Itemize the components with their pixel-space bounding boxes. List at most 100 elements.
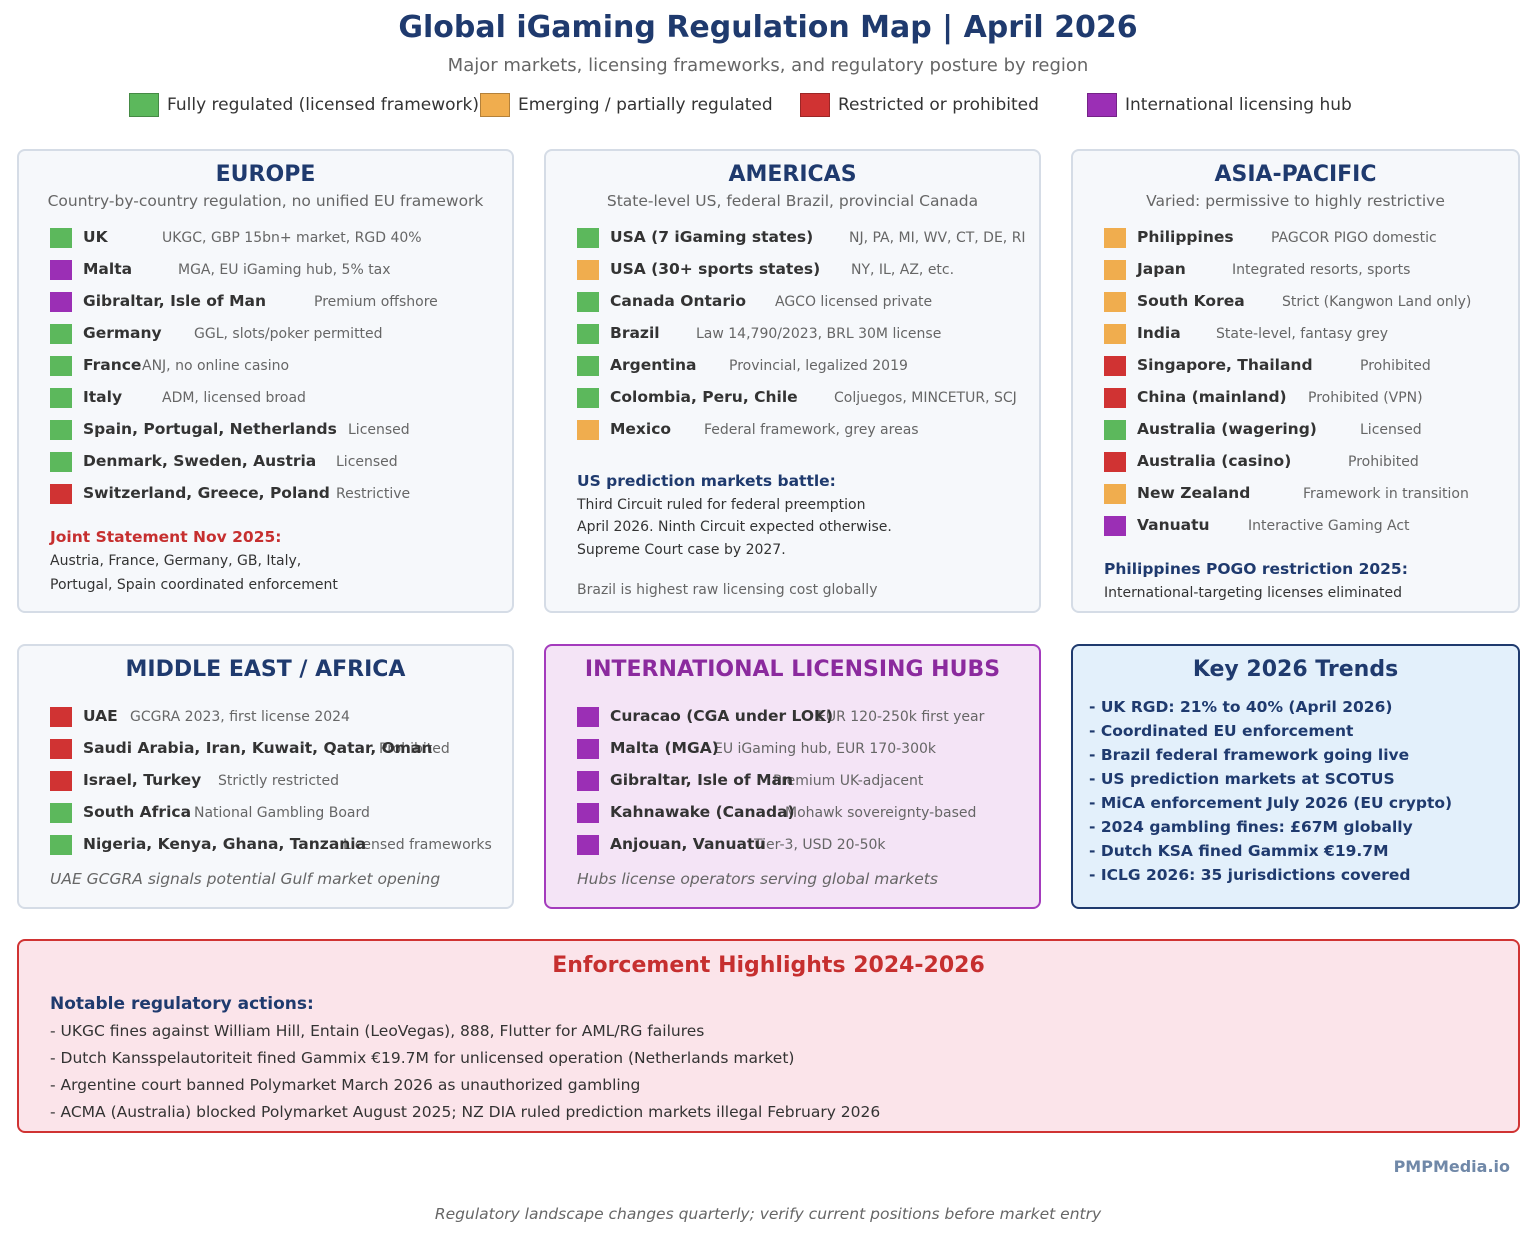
status-regulated-marker bbox=[50, 356, 72, 376]
jurisdiction-name: South Africa bbox=[83, 803, 192, 821]
jurisdiction-detail: Restrictive bbox=[336, 486, 411, 502]
jurisdiction-detail: NY, IL, AZ, etc. bbox=[851, 262, 955, 278]
jurisdiction-detail: Interactive Gaming Act bbox=[1248, 518, 1410, 534]
enforcement-title: Enforcement Highlights 2024-2026 bbox=[552, 953, 985, 978]
status-emerging-marker bbox=[1104, 292, 1126, 312]
asia-title: ASIA-PACIFIC bbox=[1214, 162, 1377, 187]
jurisdiction-detail: ANJ, no online casino bbox=[142, 358, 290, 374]
jurisdiction-name: Switzerland, Greece, Poland bbox=[83, 484, 330, 502]
jurisdiction-detail: Coljuegos, MINCETUR, SCJ bbox=[834, 390, 1017, 406]
jurisdiction-detail: Federal framework, grey areas bbox=[704, 422, 919, 438]
europe-note-line: Portugal, Spain coordinated enforcement bbox=[50, 577, 338, 593]
jurisdiction-name: China (mainland) bbox=[1137, 388, 1287, 406]
legend-label: Fully regulated (licensed framework) bbox=[167, 95, 479, 115]
jurisdiction-detail: Law 14,790/2023, BRL 30M license bbox=[696, 326, 942, 342]
status-regulated-marker bbox=[577, 228, 599, 248]
status-regulated-marker bbox=[50, 803, 72, 823]
mea-footer: UAE GCGRA signals potential Gulf market … bbox=[50, 870, 441, 888]
page-title: Global iGaming Regulation Map | April 20… bbox=[398, 10, 1138, 45]
enforcement-panel: Enforcement Highlights 2024-2026 Notable… bbox=[17, 939, 1520, 1133]
europe-title: EUROPE bbox=[215, 162, 316, 187]
trend-item: - Dutch KSA fined Gammix €19.7M bbox=[1089, 842, 1389, 860]
jurisdiction-detail: Prohibited bbox=[379, 741, 450, 757]
jurisdiction-detail: MGA, EU iGaming hub, 5% tax bbox=[178, 262, 391, 278]
jurisdiction-detail: Framework in transition bbox=[1303, 486, 1469, 502]
jurisdiction-name: France bbox=[83, 356, 142, 374]
jurisdiction-detail: Prohibited bbox=[1360, 358, 1431, 374]
jurisdiction-detail: Prohibited bbox=[1348, 454, 1419, 470]
jurisdiction-name: Brazil bbox=[610, 324, 660, 342]
enforcement-item: - Argentine court banned Polymarket Marc… bbox=[50, 1076, 641, 1094]
jurisdiction-name: Australia (wagering) bbox=[1137, 420, 1317, 438]
status-hub-marker bbox=[50, 260, 72, 280]
jurisdiction-detail: Premium offshore bbox=[314, 294, 438, 310]
status-emerging-marker bbox=[1104, 484, 1126, 504]
hubs-panel: INTERNATIONAL LICENSING HUBS Hubs licens… bbox=[544, 644, 1041, 909]
jurisdiction-name: New Zealand bbox=[1137, 484, 1251, 502]
jurisdiction-detail: Provincial, legalized 2019 bbox=[729, 358, 908, 374]
trends-panel: Key 2026 Trends - UK RGD: 21% to 40% (Ap… bbox=[1071, 644, 1520, 909]
jurisdiction-detail: NJ, PA, MI, WV, CT, DE, RI bbox=[849, 230, 1026, 246]
jurisdiction-name: Japan bbox=[1137, 260, 1186, 278]
legend-label: Restricted or prohibited bbox=[838, 95, 1039, 115]
jurisdiction-detail: Licensed bbox=[348, 422, 410, 438]
jurisdiction-name: Canada Ontario bbox=[610, 292, 746, 310]
footer-note: Regulatory landscape changes quarterly; … bbox=[434, 1205, 1102, 1223]
enforcement-heading: Notable regulatory actions: bbox=[50, 994, 314, 1014]
enforcement-item: - ACMA (Australia) blocked Polymarket Au… bbox=[50, 1103, 881, 1121]
status-hub-marker bbox=[50, 292, 72, 312]
legend-swatch-restricted bbox=[800, 93, 830, 117]
status-emerging-marker bbox=[577, 420, 599, 440]
mea-panel: MIDDLE EAST / AFRICA UAE GCGRA signals p… bbox=[17, 644, 514, 909]
jurisdiction-detail: Prohibited (VPN) bbox=[1308, 390, 1423, 406]
jurisdiction-detail: State-level, fantasy grey bbox=[1216, 326, 1389, 342]
status-regulated-marker bbox=[50, 388, 72, 408]
jurisdiction-name: Nigeria, Kenya, Ghana, Tanzania bbox=[83, 835, 367, 853]
status-regulated-marker bbox=[50, 452, 72, 472]
europe-subtitle: Country-by-country regulation, no unifie… bbox=[47, 192, 484, 210]
jurisdiction-detail: Premium UK-adjacent bbox=[773, 773, 924, 789]
status-regulated-marker bbox=[50, 835, 72, 855]
jurisdiction-detail: National Gambling Board bbox=[194, 805, 370, 821]
jurisdiction-name: Gibraltar, Isle of Man bbox=[83, 292, 266, 310]
mea-title: MIDDLE EAST / AFRICA bbox=[125, 657, 406, 682]
legend-swatch-emerging bbox=[480, 93, 510, 117]
status-hub-marker bbox=[577, 707, 599, 727]
jurisdiction-name: Malta (MGA) bbox=[610, 739, 719, 757]
trend-item: - Coordinated EU enforcement bbox=[1089, 722, 1354, 740]
trend-item: - US prediction markets at SCOTUS bbox=[1089, 770, 1395, 788]
jurisdiction-name: UK bbox=[83, 228, 108, 246]
jurisdiction-detail: EUR 120-250k first year bbox=[817, 709, 985, 725]
trend-item: - ICLG 2026: 35 jurisdictions covered bbox=[1089, 866, 1411, 884]
trend-item: - 2024 gambling fines: £67M globally bbox=[1089, 818, 1413, 836]
jurisdiction-name: India bbox=[1137, 324, 1181, 342]
legend-label: International licensing hub bbox=[1125, 95, 1352, 115]
jurisdiction-name: Italy bbox=[83, 388, 123, 406]
trends-title: Key 2026 Trends bbox=[1192, 657, 1399, 682]
americas-note-line: Supreme Court case by 2027. bbox=[577, 542, 786, 558]
legend-swatch-hub bbox=[1087, 93, 1117, 117]
americas-subtitle: State-level US, federal Brazil, provinci… bbox=[606, 192, 979, 210]
jurisdiction-detail: ADM, licensed broad bbox=[162, 390, 306, 406]
status-regulated-marker bbox=[50, 228, 72, 248]
status-emerging-marker bbox=[1104, 260, 1126, 280]
status-restricted-marker bbox=[1104, 356, 1126, 376]
status-regulated-marker bbox=[577, 292, 599, 312]
jurisdiction-detail: GGL, slots/poker permitted bbox=[194, 326, 383, 342]
jurisdiction-name: USA (7 iGaming states) bbox=[610, 228, 814, 246]
asia-panel: ASIA-PACIFIC Varied: permissive to highl… bbox=[1071, 149, 1520, 613]
status-regulated-marker bbox=[50, 324, 72, 344]
brand-logo: PMPMedia.io bbox=[1393, 1157, 1510, 1176]
jurisdiction-name: Germany bbox=[83, 324, 162, 342]
jurisdiction-detail: Strictly restricted bbox=[218, 773, 340, 789]
asia-note-title: Philippines POGO restriction 2025: bbox=[1104, 560, 1408, 578]
status-restricted-marker bbox=[50, 771, 72, 791]
jurisdiction-name: Philippines bbox=[1137, 228, 1234, 246]
status-restricted-marker bbox=[1104, 452, 1126, 472]
jurisdiction-name: Malta bbox=[83, 260, 133, 278]
legend-swatch-regulated bbox=[129, 93, 159, 117]
jurisdiction-detail: Licensed bbox=[1360, 422, 1422, 438]
hubs-title: INTERNATIONAL LICENSING HUBS bbox=[584, 657, 1001, 682]
jurisdiction-name: Spain, Portugal, Netherlands bbox=[83, 420, 337, 438]
jurisdiction-name: Colombia, Peru, Chile bbox=[610, 388, 798, 406]
